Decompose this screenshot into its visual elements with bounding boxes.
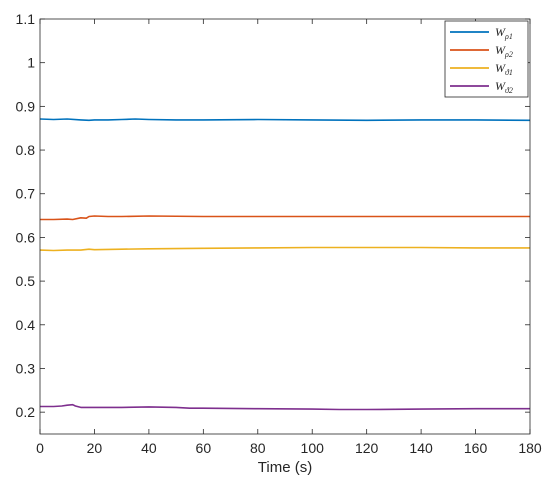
x-tick-label: 100 [301, 440, 325, 456]
y-tick-label: 0.9 [16, 98, 36, 114]
x-tick-label: 60 [196, 440, 212, 456]
plot-frame [39, 18, 531, 435]
y-tick-label: 0.4 [16, 317, 36, 333]
series-line [39, 118, 531, 122]
y-tick-label: 0.3 [16, 360, 36, 376]
series-line [40, 403, 530, 411]
legend-label: Wρ2 [495, 43, 513, 59]
y-tick-label: 0.6 [16, 229, 36, 245]
x-axis-title: Time (s) [258, 459, 312, 476]
legend: Wρ1 Wρ2 Wϑ1 Wϑ2 [444, 20, 529, 98]
x-tick-labels: 0 20 40 60 80 100 120 140 160 180 [36, 440, 542, 456]
series-lines [39, 118, 531, 411]
x-tick-label: 40 [141, 440, 157, 456]
legend-label: Wϑ1 [495, 61, 513, 77]
legend-box [444, 20, 529, 98]
x-tick-label: 120 [355, 440, 379, 456]
legend-label: Wρ1 [495, 25, 513, 41]
x-tick-label: 20 [87, 440, 103, 456]
x-tick-label: 160 [464, 440, 488, 456]
x-tick-label: 0 [36, 440, 44, 456]
series-line [39, 246, 530, 252]
series-line [40, 215, 530, 221]
y-tick-label: 0.8 [16, 142, 36, 158]
y-tick-label: 0.5 [16, 273, 36, 289]
y-tick-label: 1 [27, 55, 35, 71]
y-tick-label: 0.7 [16, 186, 36, 202]
x-tick-label: 140 [409, 440, 433, 456]
legend-label: Wϑ2 [495, 79, 513, 95]
y-tick-label: 0.2 [16, 404, 36, 420]
y-tick-label: 1.1 [16, 11, 36, 27]
y-tick-labels: 0.2 0.3 0.4 0.5 0.6 0.7 0.8 0.9 1 1.1 [16, 11, 36, 420]
x-tick-label: 80 [250, 440, 266, 456]
x-tick-label: 180 [518, 440, 542, 456]
